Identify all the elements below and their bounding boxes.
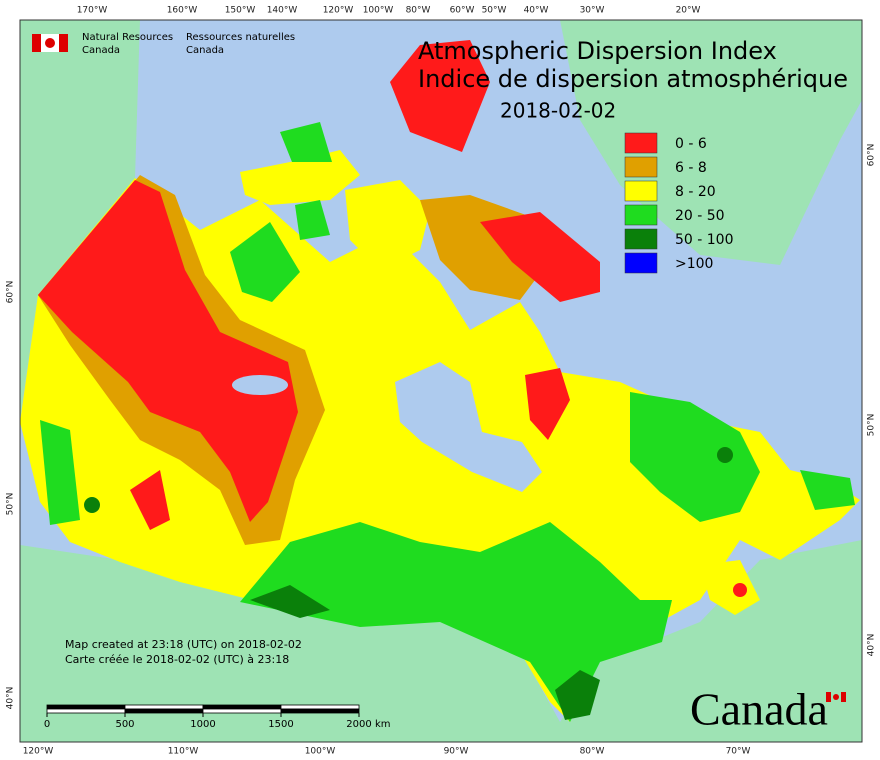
longitude-label: 40°W (524, 6, 549, 16)
longitude-label: 80°W (406, 6, 431, 16)
footer-note: Carte créée le 2018-02-02 (UTC) à 23:18 (65, 653, 289, 666)
longitude-label: 100°W (363, 6, 394, 16)
usa (20, 540, 862, 742)
longitude-label: 70°W (726, 747, 751, 757)
land-0-6 (130, 470, 170, 530)
title: Indice de dispersion atmosphérique (418, 65, 848, 93)
scale-segment (46, 704, 126, 710)
longitude-label: 100°W (305, 747, 336, 757)
flag-bar (59, 34, 68, 52)
legend-swatch (624, 228, 658, 250)
longitude-label: 150°W (225, 6, 256, 16)
land-20-50 (630, 392, 760, 522)
scale-unit: km (375, 719, 391, 730)
hudson-bay (395, 362, 542, 492)
scale-label: 500 (115, 719, 134, 730)
land-0-6 (525, 368, 570, 440)
scale-segment (124, 704, 204, 710)
land-20-50 (800, 470, 855, 510)
legend-swatch (624, 204, 658, 226)
agency-fr: Canada (186, 45, 224, 56)
longitude-label: 110°W (168, 747, 199, 757)
alaska (20, 20, 140, 420)
flag-leaf (45, 38, 55, 48)
scale-segment (202, 704, 282, 710)
land-0-6 (480, 212, 600, 302)
agency-en: Canada (82, 45, 120, 56)
scale-label: 2000 (346, 719, 371, 730)
legend-swatch (624, 156, 658, 178)
scale-bar: 0 500 1000 1500 2000 km (44, 704, 391, 730)
latitude-label: 40°N (6, 687, 16, 710)
land-20-50 (230, 222, 300, 302)
land-8-20 (240, 150, 360, 205)
legend: 0 - 6 6 - 8 8 - 20 20 - 50 50 - 100 >100 (624, 132, 734, 274)
flag-bar (32, 34, 41, 52)
legend-swatch (624, 252, 658, 274)
scale-segment (280, 708, 360, 714)
agency-en: Natural Resources (82, 32, 173, 43)
latitude-label: 50°N (6, 493, 16, 516)
longitude-label: 160°W (167, 6, 198, 16)
wordmark-flag (833, 694, 839, 700)
longitude-label: 120°W (323, 6, 354, 16)
land-8-20 (700, 560, 760, 615)
land-0-6 (390, 40, 490, 152)
scale-label: 0 (44, 719, 50, 730)
latitude-label: 60°N (6, 281, 16, 304)
scale-segment (124, 708, 204, 714)
greenland (560, 20, 862, 265)
land-8-20 (345, 180, 430, 270)
land-20-50 (280, 122, 332, 162)
wordmark-flag (841, 692, 846, 702)
longitude-label: 50°W (482, 6, 507, 16)
title: Atmospheric Dispersion Index (418, 37, 777, 65)
longitude-label: 170°W (77, 6, 108, 16)
longitude-label: 140°W (267, 6, 298, 16)
legend-label: >100 (675, 256, 713, 272)
legend-label: 50 - 100 (675, 232, 734, 248)
frame (19, 19, 863, 743)
legend-label: 0 - 6 (675, 136, 707, 152)
legend-label: 8 - 20 (675, 184, 716, 200)
land-50-100 (84, 497, 100, 513)
scale-segment (202, 708, 282, 714)
agency-fr: Ressources naturelles (186, 32, 295, 43)
map-area (20, 20, 862, 742)
legend-swatch (624, 132, 658, 154)
land-50-100 (555, 670, 600, 720)
land-20-50 (40, 420, 80, 525)
footer-note: Map created at 23:18 (UTC) on 2018-02-02 (65, 638, 302, 651)
land-20-50 (240, 522, 672, 722)
land-0-6 (733, 583, 747, 597)
wordmark-flag (826, 692, 831, 702)
longitude-label: 80°W (580, 747, 605, 757)
scale-label: 1000 (190, 719, 215, 730)
land-0-6 (38, 180, 298, 522)
longitude-label: 20°W (676, 6, 701, 16)
latitude-label: 50°N (867, 414, 877, 437)
date: 2018-02-02 (500, 99, 616, 123)
legend-label: 20 - 50 (675, 208, 725, 224)
land-50-100 (250, 585, 330, 618)
wordmark: Canada (690, 684, 828, 735)
latitude-label: 60°N (867, 144, 877, 167)
land-20-50 (295, 200, 330, 240)
longitude-label: 30°W (580, 6, 605, 16)
scale-segment (46, 708, 126, 714)
latitude-label: 40°N (867, 634, 877, 657)
graticule-labels: 170°W 160°W 150°W 140°W 120°W 100°W 80°W 60°W 50… (6, 6, 877, 757)
scale-label: 1500 (268, 719, 293, 730)
longitude-label: 60°W (450, 6, 475, 16)
scale-segment (280, 704, 360, 710)
land-50-100 (717, 447, 733, 463)
legend-label: 6 - 8 (675, 160, 707, 176)
longitude-label: 120°W (23, 747, 54, 757)
longitude-label: 90°W (444, 747, 469, 757)
legend-swatch (624, 180, 658, 202)
lake (232, 375, 288, 395)
